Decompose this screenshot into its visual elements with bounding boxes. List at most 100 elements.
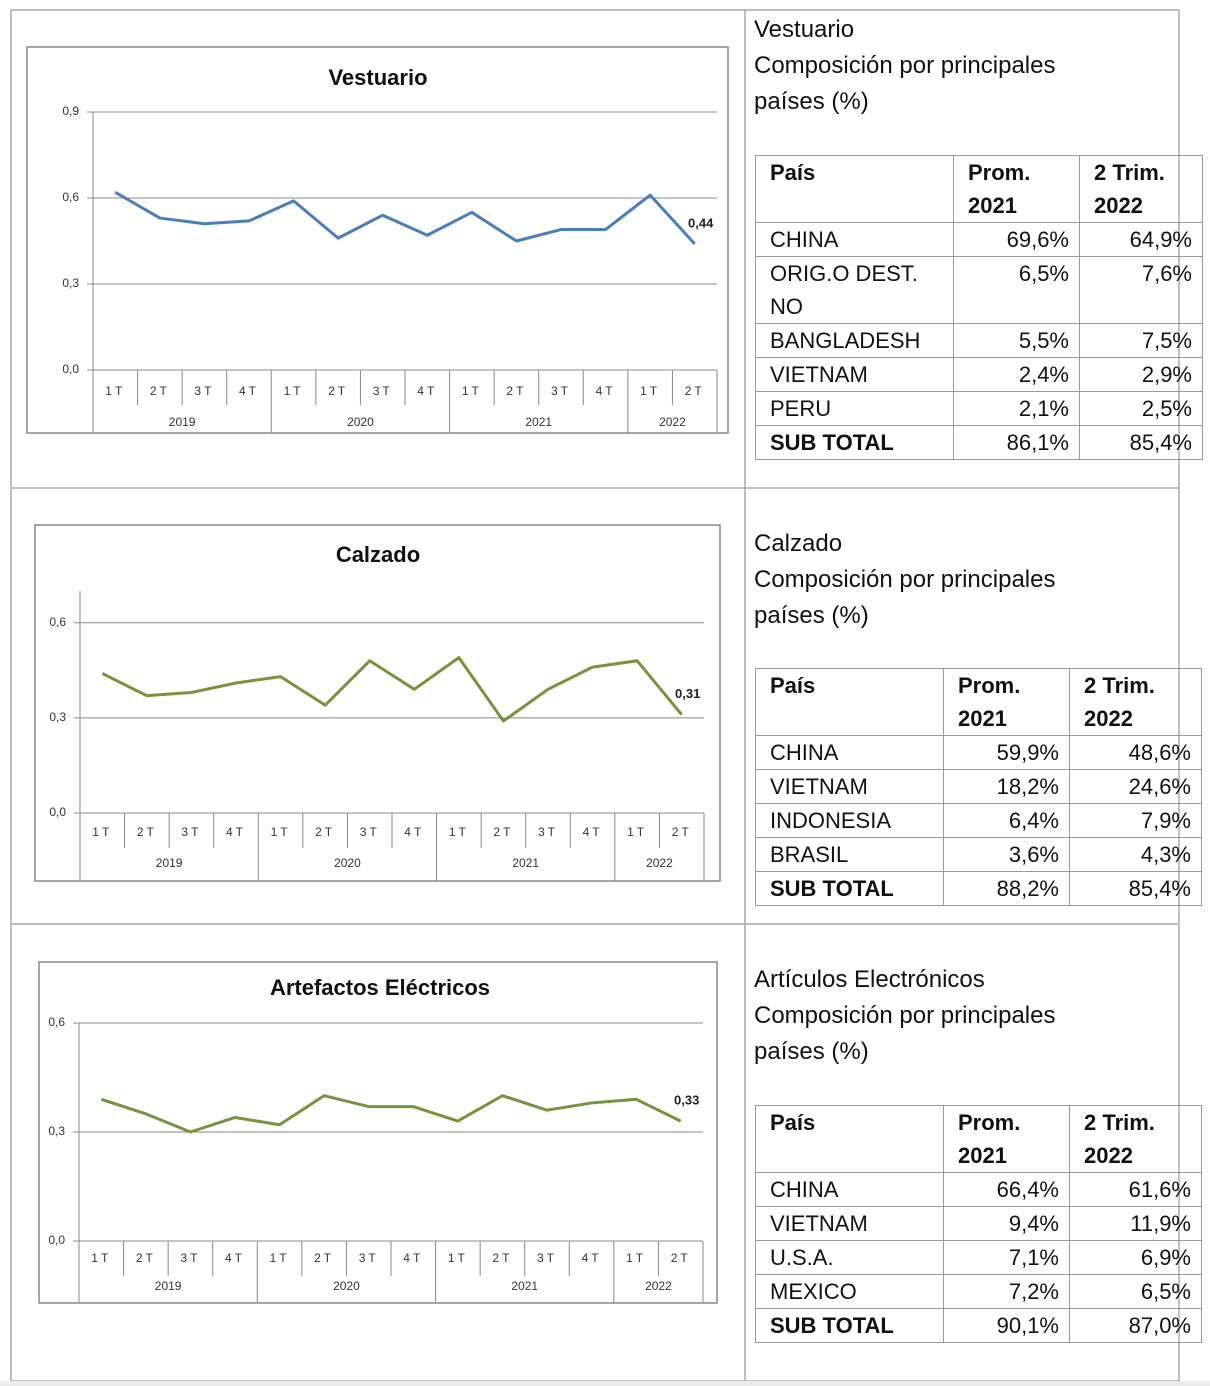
table-cell: 11,9% <box>1069 1206 1202 1241</box>
table-cell: 18,2% <box>943 769 1070 804</box>
x-tick-label: 2T <box>314 1251 334 1265</box>
x-tick-label: 3T <box>373 384 393 398</box>
title-line: Calzado <box>754 530 843 557</box>
x-tick-label: 4T <box>582 1251 602 1265</box>
x-tick-label: 3T <box>360 825 380 839</box>
x-tick-label: 3T <box>538 825 558 839</box>
x-tick-label: 2T <box>506 384 526 398</box>
table-row: ORIG.O DEST. NO 6,5% 7,6% <box>755 256 1203 324</box>
table-cell: 6,5% <box>953 256 1080 324</box>
y-tick-label: 0,6 <box>49 615 66 629</box>
country-table: País Prom. 2021 2 Trim. 2022 CHINA 66,4% 61,6… <box>755 1105 1202 1343</box>
table-cell: 59,9% <box>943 735 1070 770</box>
table-cell: 7,2% <box>943 1274 1070 1309</box>
chart-title: Vestuario <box>328 65 427 90</box>
table-cell: BRASIL <box>755 837 944 872</box>
x-tick-label: 2T <box>150 384 170 398</box>
y-tick-label: 0,3 <box>48 1124 65 1138</box>
data-label: 0,31 <box>675 686 700 701</box>
header-cell: País <box>755 668 944 736</box>
x-tick-label: 4T <box>403 1251 423 1265</box>
x-tick-label: 2T <box>493 825 513 839</box>
x-tick-label: 2T <box>137 825 157 839</box>
x-tick-label: 1T <box>640 384 660 398</box>
x-tick-label: 3T <box>537 1251 557 1265</box>
header-row: País Prom. 2021 2 Trim. 2022 <box>755 668 1202 736</box>
table-title: Vestuario Composición por principales paí… <box>754 12 1124 120</box>
table-cell: 24,6% <box>1069 769 1202 804</box>
bottom-strip <box>0 1381 1210 1386</box>
header-cell: Prom. 2021 <box>943 668 1070 736</box>
x-tick-label: 2T <box>671 1251 691 1265</box>
x-group-label: 2019 <box>169 415 196 429</box>
table-cell: 66,4% <box>943 1172 1070 1207</box>
table-row: U.S.A. 7,1% 6,9% <box>755 1240 1202 1275</box>
table-cell: SUB TOTAL <box>755 1308 944 1343</box>
x-group-label: 2020 <box>333 1279 360 1293</box>
x-tick-label: 3T <box>359 1251 379 1265</box>
table-row: SUB TOTAL 86,1% 85,4% <box>755 425 1203 460</box>
table-row: VIETNAM 18,2% 24,6% <box>755 769 1202 804</box>
table-row: VIETNAM 2,4% 2,9% <box>755 357 1203 392</box>
header-cell: Prom. 2021 <box>953 155 1080 223</box>
x-tick-label: 4T <box>239 384 259 398</box>
chart-frame <box>34 524 721 882</box>
country-table: País Prom. 2021 2 Trim. 2022 CHINA 69,6% 64,9… <box>755 155 1203 460</box>
x-tick-label: 3T <box>180 1251 200 1265</box>
x-group-label: 2019 <box>156 856 183 870</box>
x-tick-label: 1T <box>627 825 647 839</box>
table-cell: 61,6% <box>1069 1172 1202 1207</box>
x-tick-label: 4T <box>404 825 424 839</box>
table-cell: INDONESIA <box>755 803 944 838</box>
x-tick-label: 1T <box>284 384 304 398</box>
table-cell: 6,9% <box>1069 1240 1202 1275</box>
table-cell: 6,4% <box>943 803 1070 838</box>
x-tick-label: 4T <box>226 825 246 839</box>
table-row: CHINA 59,9% 48,6% <box>755 735 1202 770</box>
header-row: País Prom. 2021 2 Trim. 2022 <box>755 155 1203 223</box>
header-cell: 2 Trim. 2022 <box>1079 155 1203 223</box>
table-cell: 86,1% <box>953 425 1080 460</box>
table-cell: CHINA <box>755 735 944 770</box>
title-line: Composición por principales países (%) <box>754 1002 1056 1065</box>
table-row: MEXICO 7,2% 6,5% <box>755 1274 1202 1309</box>
y-tick-label: 0,0 <box>48 1233 65 1247</box>
x-tick-label: 4T <box>417 384 437 398</box>
table-cell: 7,9% <box>1069 803 1202 838</box>
x-group-label: 2022 <box>646 856 673 870</box>
table-cell: VIETNAM <box>755 1206 944 1241</box>
table-row: SUB TOTAL 88,2% 85,4% <box>755 871 1202 906</box>
table-row: CHINA 66,4% 61,6% <box>755 1172 1202 1207</box>
table-cell: CHINA <box>755 1172 944 1207</box>
x-tick-label: 2T <box>685 384 705 398</box>
table-cell: 7,6% <box>1079 256 1203 324</box>
table-cell: BANGLADESH <box>755 323 954 358</box>
x-tick-label: 4T <box>583 825 603 839</box>
x-tick-label: 3T <box>181 825 201 839</box>
x-tick-label: 2T <box>315 825 335 839</box>
table-cell: 64,9% <box>1079 222 1203 257</box>
x-group-label: 2021 <box>512 856 539 870</box>
x-group-label: 2020 <box>334 856 361 870</box>
x-tick-label: 1T <box>270 1251 290 1265</box>
table-title: Artículos Electrónicos Composición por pr… <box>754 962 1124 1070</box>
data-label: 0,33 <box>674 1093 699 1108</box>
table-cell: SUB TOTAL <box>755 425 954 460</box>
header-cell: País <box>755 1105 944 1173</box>
table-cell: 5,5% <box>953 323 1080 358</box>
line <box>100 1094 682 1134</box>
y-tick-label: 0,6 <box>62 190 79 204</box>
x-tick-label: 2T <box>328 384 348 398</box>
table-cell: 7,5% <box>1079 323 1203 358</box>
table-cell: 2,9% <box>1079 357 1203 392</box>
x-tick-label: 2T <box>672 825 692 839</box>
chart-frame <box>26 46 729 434</box>
x-tick-label: 4T <box>596 384 616 398</box>
table-cell: 90,1% <box>943 1308 1070 1343</box>
table-cell: PERU <box>755 391 954 426</box>
x-group-label: 2021 <box>525 415 552 429</box>
x-tick-label: 3T <box>194 384 214 398</box>
y-tick-label: 0,0 <box>49 805 66 819</box>
table-cell: 4,3% <box>1069 837 1202 872</box>
